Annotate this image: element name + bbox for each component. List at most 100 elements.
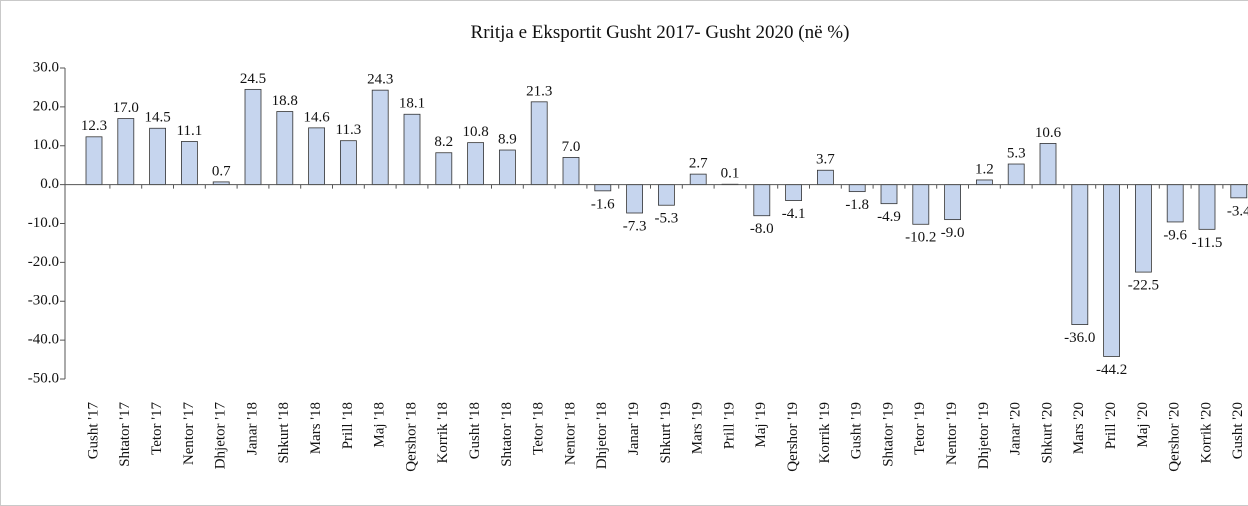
- value-label: 0.7: [212, 163, 231, 179]
- x-tick-label: Gusht '18: [467, 402, 483, 459]
- x-tick-label: Gusht '19: [849, 402, 865, 459]
- x-tick-label: Maj '19: [753, 402, 769, 448]
- x-tick-label: Shtator '18: [499, 402, 515, 467]
- bar: [848, 184, 866, 193]
- value-label: -7.3: [623, 218, 647, 234]
- value-label: 2.7: [689, 156, 708, 172]
- x-tick-label: Shtator '19: [880, 402, 896, 467]
- value-label: 18.8: [272, 93, 298, 109]
- value-label: -3.4: [1227, 203, 1248, 219]
- value-label: -9.6: [1163, 227, 1187, 243]
- value-label: -1.8: [845, 197, 869, 213]
- x-tick-label: Shtator '17: [117, 402, 133, 467]
- value-label: -36.0: [1064, 330, 1095, 346]
- y-tick-label: 0.0: [40, 176, 59, 192]
- bar: [626, 184, 643, 214]
- value-label: -10.2: [905, 230, 936, 246]
- value-label: 1.2: [975, 161, 994, 177]
- x-tick-label: Mars '19: [690, 402, 706, 454]
- x-tick-label: Shkurt '19: [658, 402, 674, 463]
- value-label: -4.1: [782, 206, 806, 222]
- x-tick-label: Prill '19: [721, 402, 737, 449]
- x-tick-label: Korrik '18: [435, 402, 451, 463]
- value-label: 14.5: [144, 110, 170, 126]
- bar: [817, 169, 834, 186]
- bar: [562, 157, 580, 186]
- y-tick-label: -30.0: [28, 293, 59, 309]
- bar: [1198, 184, 1216, 230]
- y-tick-label: -50.0: [28, 370, 59, 386]
- value-label: -8.0: [750, 221, 774, 237]
- value-label: 8.2: [434, 134, 453, 150]
- value-label: 21.3: [526, 83, 552, 99]
- bar: [276, 111, 294, 186]
- y-tick-label: -40.0: [28, 332, 59, 348]
- x-tick-label: Tetor '18: [531, 402, 547, 455]
- bar: [912, 184, 930, 225]
- y-tick-label: -10.0: [28, 215, 59, 231]
- value-label: 14.6: [303, 109, 330, 125]
- x-tick-label: Tetor '19: [912, 402, 928, 455]
- x-tick-label: Dhjetor '19: [976, 402, 992, 469]
- bar: [1166, 184, 1184, 223]
- value-label: -4.9: [877, 209, 901, 225]
- x-tick-label: Mars '18: [308, 402, 324, 454]
- bar: [658, 184, 675, 206]
- chart-title: Rritja e Eksportit Gusht 2017- Gusht 202…: [471, 22, 850, 43]
- bar: [530, 101, 548, 186]
- bar: [594, 184, 612, 192]
- value-label: -44.2: [1096, 362, 1127, 378]
- x-tick-label: Dhjetor '17: [213, 402, 229, 470]
- bar: [785, 184, 802, 201]
- value-label: 3.7: [816, 152, 835, 168]
- bar: [149, 127, 167, 186]
- value-label: 5.3: [1007, 145, 1026, 161]
- y-tick-label: 20.0: [33, 98, 59, 114]
- x-tick-label: Maj '18: [372, 402, 388, 448]
- value-label: 24.3: [367, 72, 393, 88]
- bar: [244, 88, 262, 186]
- x-tick-label: Gusht '20: [1230, 402, 1246, 459]
- bar: [180, 141, 198, 186]
- x-tick-label: Prill '18: [340, 402, 356, 449]
- x-tick-label: Shkurt '20: [1039, 402, 1055, 463]
- bar: [753, 184, 771, 217]
- bar: [689, 173, 707, 186]
- bar: [498, 149, 516, 186]
- x-tick-label: Nentor '19: [944, 402, 960, 465]
- x-tick-label: Shkurt '18: [276, 402, 292, 463]
- bar: [467, 142, 485, 186]
- value-label: -11.5: [1192, 235, 1223, 251]
- bar: [435, 152, 453, 186]
- x-tick-label: Gusht '17: [85, 402, 101, 460]
- value-label: -1.6: [591, 196, 615, 212]
- bar: [85, 136, 103, 186]
- value-label: 12.3: [81, 118, 107, 134]
- value-label: 0.1: [721, 166, 740, 182]
- bar: [339, 140, 357, 186]
- bar: [944, 184, 961, 221]
- bar: [976, 179, 993, 186]
- x-tick-label: Korrik '20: [1198, 402, 1214, 463]
- value-label: 10.6: [1035, 125, 1062, 141]
- bar: [1103, 184, 1120, 357]
- value-label: 8.9: [498, 131, 517, 147]
- bar: [1039, 143, 1057, 186]
- x-tick-label: Qershor '20: [1167, 402, 1183, 472]
- value-label: 18.1: [399, 96, 425, 112]
- value-label: 24.5: [240, 71, 266, 87]
- bar: [308, 127, 326, 186]
- x-tick-label: Nentor '17: [181, 402, 197, 466]
- value-label: 11.3: [336, 122, 362, 138]
- bar: [117, 118, 135, 186]
- x-tick-label: Maj '20: [1135, 402, 1151, 448]
- value-label: 7.0: [562, 139, 581, 155]
- x-tick-label: Janar '20: [1008, 402, 1024, 455]
- x-tick-label: Nentor '18: [562, 402, 578, 465]
- bar: [403, 113, 421, 186]
- x-tick-label: Mars '20: [1071, 402, 1087, 454]
- y-tick-label: 10.0: [33, 137, 59, 153]
- x-tick-label: Tetor '17: [149, 402, 165, 455]
